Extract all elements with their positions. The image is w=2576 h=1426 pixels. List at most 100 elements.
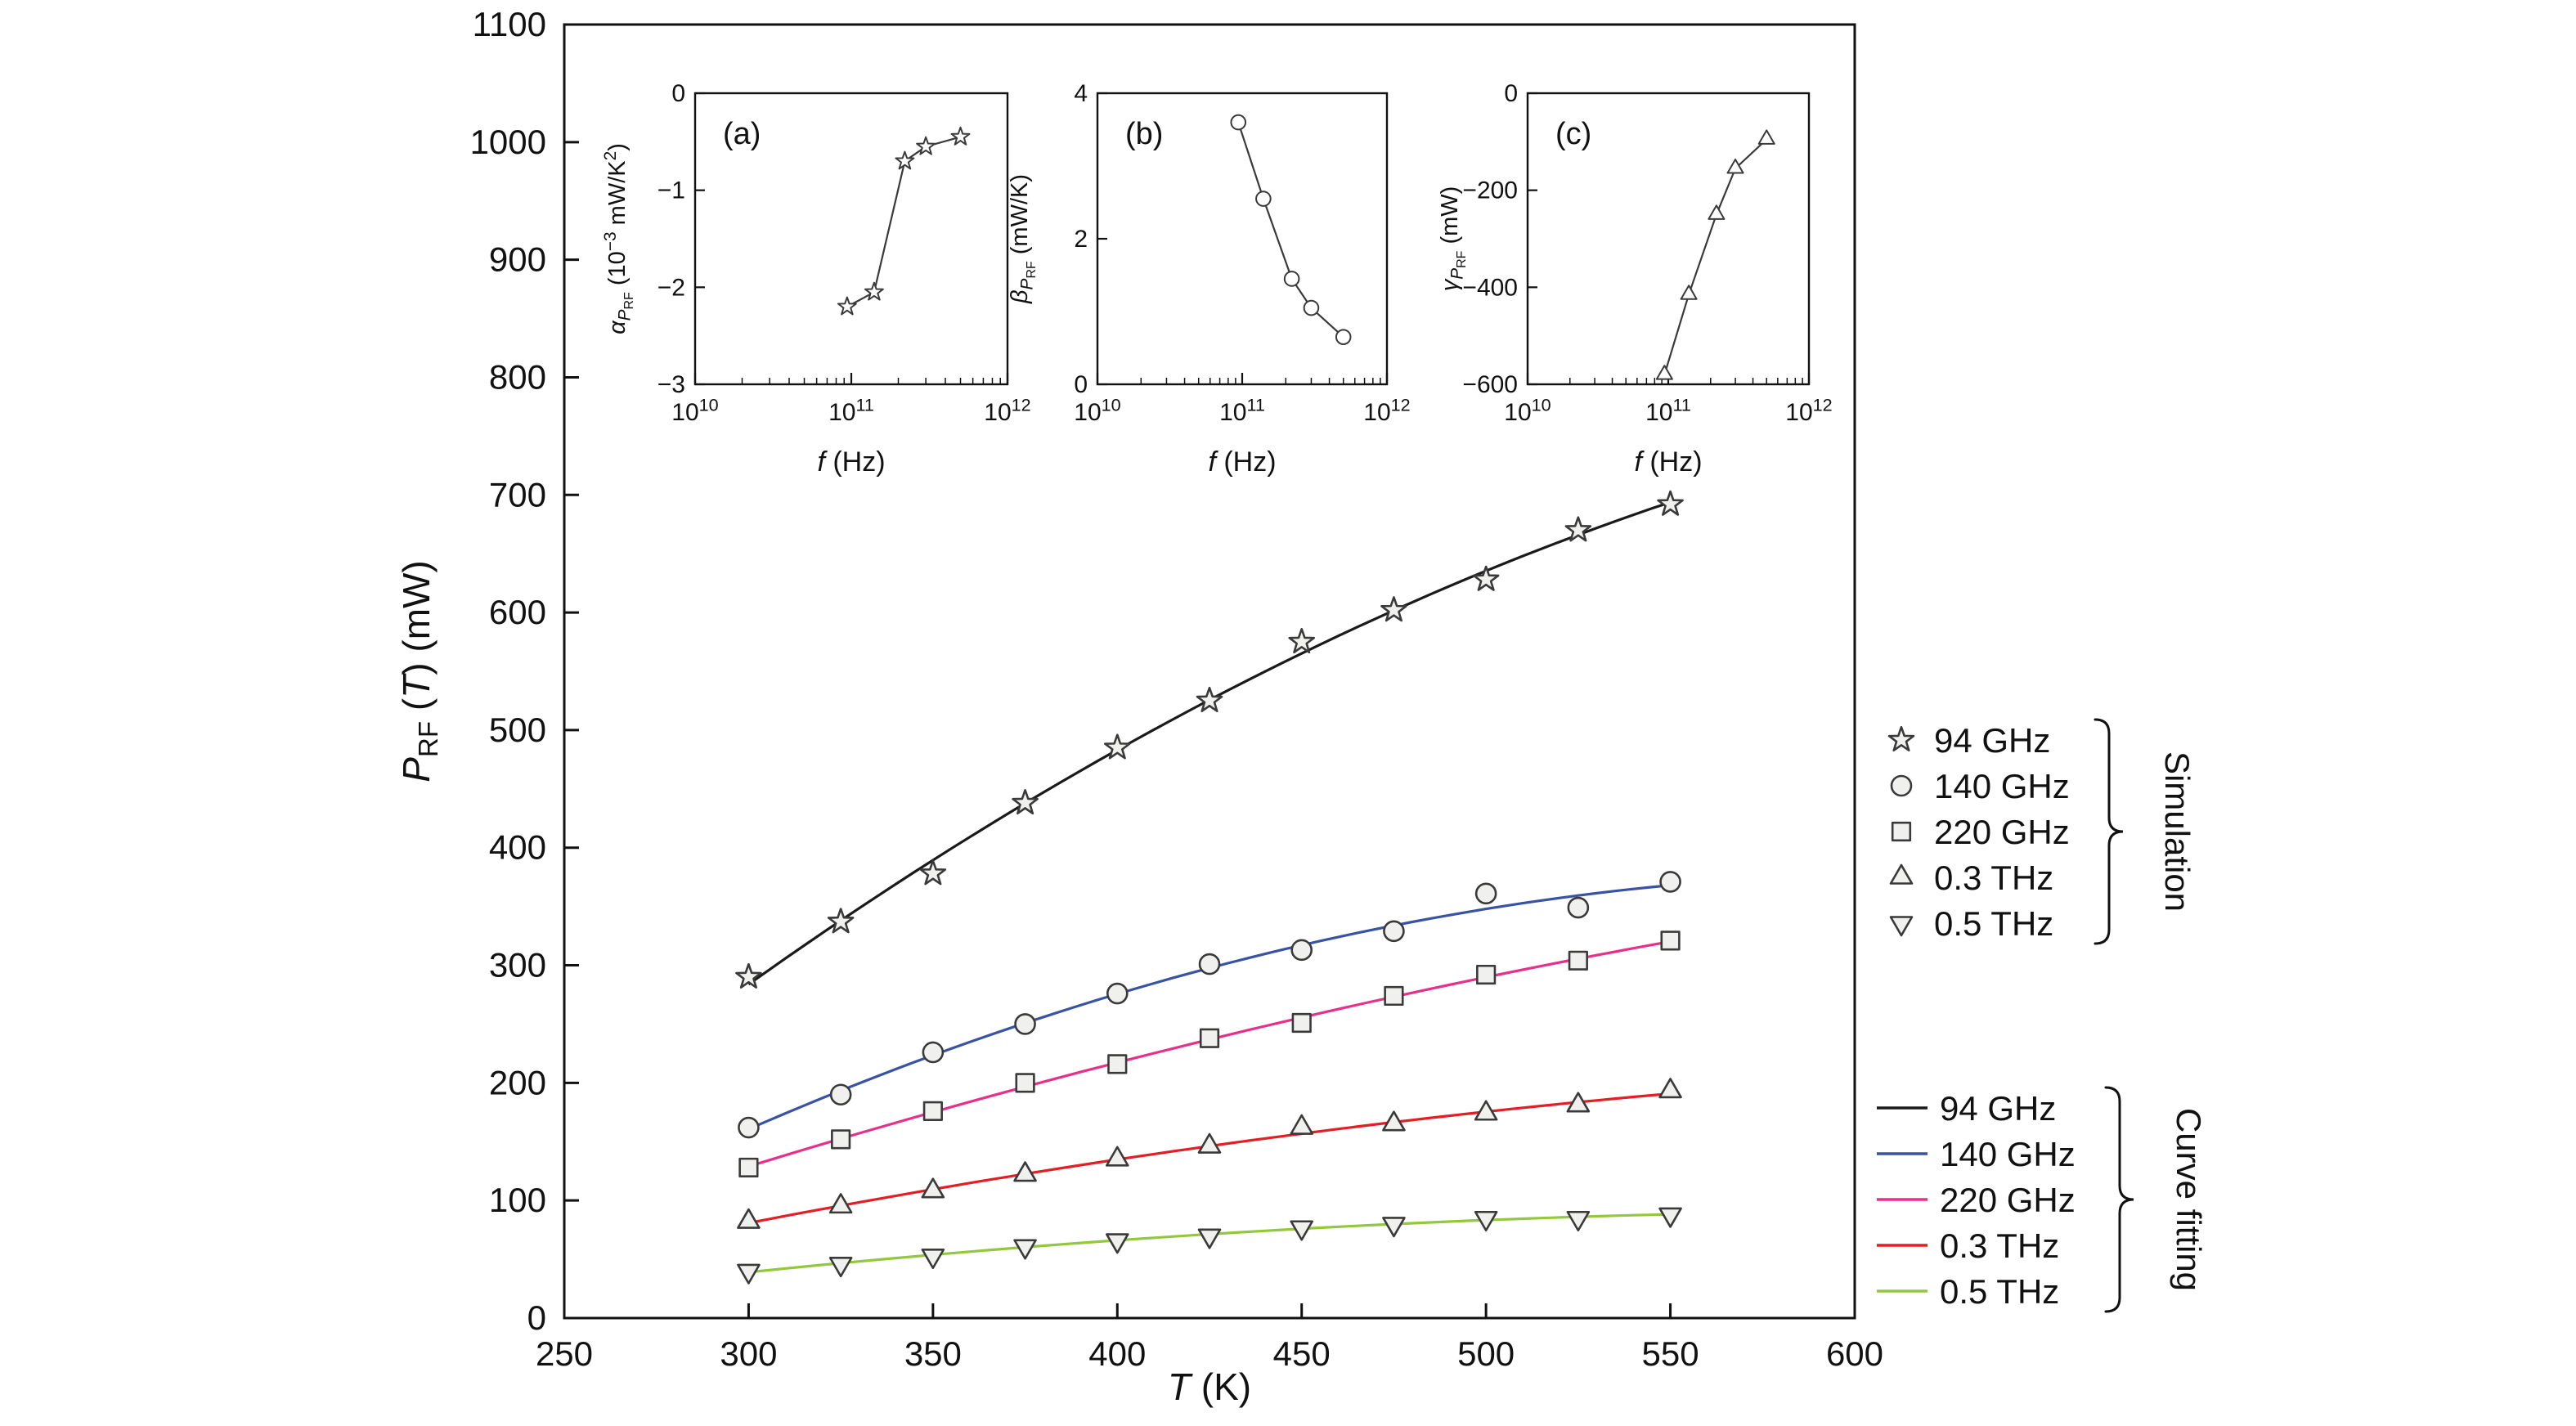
inset-y-tick-label: −600: [1462, 371, 1518, 398]
x-tick-label: 450: [1273, 1334, 1331, 1373]
circle-marker: [1014, 1013, 1036, 1035]
circle-marker: [1474, 882, 1497, 905]
triangle-down-marker: [1382, 1217, 1406, 1238]
series-0-3-thz-markers: [737, 1078, 1682, 1229]
legend-curve-fitting-title: Curve fitting: [2170, 1108, 2208, 1291]
circle-marker: [1335, 329, 1352, 345]
y-tick-label: 1000: [470, 123, 546, 161]
inset-y-tick-label: 2: [1074, 226, 1088, 253]
series-0-5-thz-markers: [737, 1207, 1682, 1285]
triangle-down-marker: [1658, 1207, 1682, 1228]
inset-a: 1010 1011 1012 0 −1 −2 −3 (a) f (Hz) αPRF (10−3 m…: [601, 80, 1031, 478]
star-marker: [919, 859, 947, 886]
y-tick-label: 200: [489, 1063, 546, 1101]
triangle-up-marker: [828, 1193, 853, 1214]
square-marker: [1384, 985, 1404, 1007]
star-marker: [1104, 733, 1131, 760]
circle-marker: [1255, 191, 1272, 207]
inset-x-tick-label: 1012: [1785, 395, 1832, 426]
square-marker: [1199, 1028, 1220, 1048]
y-tick-label: 900: [489, 240, 546, 279]
square-marker: [1568, 950, 1588, 971]
triangle-up-marker: [1757, 129, 1775, 145]
circle-marker: [1230, 114, 1247, 131]
inset-x-tick-label: 1012: [984, 395, 1030, 426]
inset-x-axis-title: f (Hz): [817, 446, 885, 478]
circle-marker: [1383, 920, 1405, 943]
inset-b: 1010 1011 1012 0 2 4 (b) f (Hz) βPRF (mW/K): [1007, 80, 1411, 478]
star-marker: [1288, 627, 1315, 654]
fit-curve-220-ghz: [747, 939, 1671, 1168]
legend-sim-label: 0.3 THz: [1934, 859, 2053, 897]
circle-marker: [1290, 939, 1313, 962]
legend-sim-label: 0.5 THz: [1934, 904, 2053, 943]
inset-x-tick-label: 1010: [1504, 395, 1551, 426]
circle-marker: [1198, 953, 1221, 975]
triangle-down-marker: [1013, 1239, 1037, 1260]
star-marker: [1012, 789, 1039, 815]
y-tick-label: 800: [489, 357, 546, 396]
x-tick-label: 250: [536, 1334, 593, 1373]
inset-y-tick-label: −2: [657, 274, 685, 301]
x-tick-label: 600: [1826, 1334, 1883, 1373]
y-tick-label: 600: [489, 593, 546, 631]
triangle-up-marker: [1655, 365, 1673, 380]
triangle-up-marker: [1889, 863, 1914, 885]
y-tick-label: 300: [489, 946, 546, 984]
square-marker: [1015, 1073, 1035, 1093]
inset-x-axis-title: f (Hz): [1634, 446, 1702, 478]
star-marker: [1472, 565, 1500, 591]
star-marker: [950, 126, 971, 146]
triangle-up-marker: [1197, 1132, 1222, 1154]
square-marker: [1107, 1054, 1128, 1074]
triangle-up-marker: [1474, 1100, 1498, 1121]
inset-y-tick-label: 0: [1504, 80, 1518, 107]
main-axes-frame: [563, 23, 1856, 1320]
inset-y-tick-label: −1: [657, 177, 685, 204]
inset-x-axis-title: f (Hz): [1208, 446, 1276, 478]
triangle-up-marker: [1658, 1078, 1682, 1099]
square-marker: [922, 1101, 943, 1121]
legend-fit-label: 220 GHz: [1940, 1181, 2076, 1219]
fit-curve-140-ghz: [747, 884, 1671, 1131]
triangle-up-marker: [921, 1177, 945, 1199]
circle-marker: [738, 1116, 760, 1139]
y-tick-label: 400: [489, 828, 546, 867]
square-marker: [1291, 1012, 1312, 1034]
triangle-up-marker: [1105, 1146, 1129, 1167]
circle-marker: [1106, 982, 1129, 1005]
square-marker: [831, 1129, 851, 1150]
star-marker: [1196, 686, 1223, 712]
inset-y-tick-label: 0: [1074, 371, 1088, 398]
y-tick-label: 500: [489, 711, 546, 749]
square-marker: [738, 1157, 759, 1178]
triangle-down-marker: [1197, 1228, 1222, 1249]
triangle-up-marker: [1013, 1161, 1037, 1182]
circle-marker: [1567, 896, 1590, 919]
inset-x-tick-label: 1010: [1074, 395, 1120, 426]
main-plot: 250 300 350 400 450 500 550 6000100200300400500…: [395, 5, 1883, 1408]
x-tick-label: 300: [720, 1334, 777, 1373]
triangle-down-marker: [921, 1248, 945, 1270]
legend-fit-label: 0.5 THz: [1940, 1272, 2059, 1311]
legend-fit-label: 140 GHz: [1940, 1135, 2076, 1173]
x-tick-label: 400: [1088, 1334, 1146, 1373]
triangle-up-marker: [1708, 204, 1726, 220]
series-94-ghz-markers: [735, 490, 1684, 989]
triangle-up-marker: [1566, 1092, 1591, 1113]
star-marker: [916, 136, 936, 155]
x-axis-title: T (K): [1168, 1365, 1251, 1408]
panel-label: (b): [1125, 117, 1163, 151]
triangle-up-marker: [737, 1208, 761, 1229]
inset-y-tick-label: 0: [671, 80, 685, 107]
square-marker: [1476, 964, 1497, 985]
star-marker: [1657, 490, 1684, 516]
star-marker: [827, 908, 855, 934]
y-axis-title: PRF (T) (mW): [395, 560, 444, 783]
star-marker: [1380, 596, 1407, 622]
inset-y-axis-title: γPRF (mW): [1437, 186, 1469, 292]
circle-marker: [922, 1041, 945, 1064]
triangle-down-marker: [737, 1263, 761, 1285]
fit-curve-94-ghz: [747, 500, 1672, 986]
inset-x-tick-label: 1011: [1219, 395, 1265, 426]
